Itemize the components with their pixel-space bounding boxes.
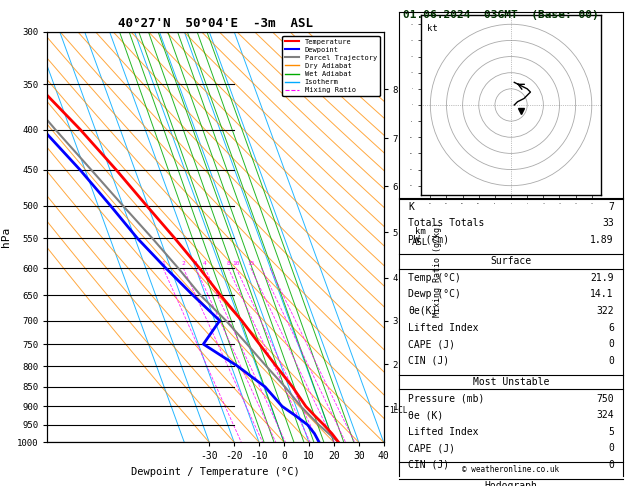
Legend: Temperature, Dewpoint, Parcel Trajectory, Dry Adiabat, Wet Adiabat, Isotherm, Mi: Temperature, Dewpoint, Parcel Trajectory… bbox=[282, 36, 379, 96]
Text: 750: 750 bbox=[596, 394, 614, 403]
Text: 7: 7 bbox=[608, 202, 614, 212]
Text: Most Unstable: Most Unstable bbox=[473, 377, 549, 387]
Text: 0: 0 bbox=[608, 339, 614, 349]
Text: 5: 5 bbox=[608, 427, 614, 436]
Text: CIN (J): CIN (J) bbox=[408, 356, 450, 365]
Text: Dewp (°C): Dewp (°C) bbox=[408, 290, 461, 299]
Text: © weatheronline.co.uk: © weatheronline.co.uk bbox=[462, 465, 560, 474]
Text: Totals Totals: Totals Totals bbox=[408, 218, 485, 228]
Y-axis label: km
ASL: km ASL bbox=[412, 227, 428, 246]
X-axis label: Dewpoint / Temperature (°C): Dewpoint / Temperature (°C) bbox=[131, 467, 300, 477]
Text: 4: 4 bbox=[203, 261, 207, 266]
Text: Lifted Index: Lifted Index bbox=[408, 427, 479, 436]
Text: K: K bbox=[408, 202, 415, 212]
Title: 40°27'N  50°04'E  -3m  ASL: 40°27'N 50°04'E -3m ASL bbox=[118, 17, 313, 31]
Text: 322: 322 bbox=[596, 306, 614, 316]
Text: PW (cm): PW (cm) bbox=[408, 235, 450, 245]
Text: 0: 0 bbox=[608, 443, 614, 453]
Text: 1: 1 bbox=[161, 261, 165, 266]
Text: kt: kt bbox=[427, 24, 438, 33]
Text: 0: 0 bbox=[608, 460, 614, 469]
Text: 33: 33 bbox=[602, 218, 614, 228]
Text: Temp (°C): Temp (°C) bbox=[408, 273, 461, 283]
Text: CIN (J): CIN (J) bbox=[408, 460, 450, 469]
Text: θe(K): θe(K) bbox=[408, 306, 438, 316]
Text: Lifted Index: Lifted Index bbox=[408, 323, 479, 332]
Text: Mixing Ratio (g/kg): Mixing Ratio (g/kg) bbox=[433, 222, 442, 317]
Text: 6: 6 bbox=[608, 323, 614, 332]
Text: 15: 15 bbox=[247, 261, 255, 266]
Text: CAPE (J): CAPE (J) bbox=[408, 443, 455, 453]
Text: Pressure (mb): Pressure (mb) bbox=[408, 394, 485, 403]
Y-axis label: hPa: hPa bbox=[1, 227, 11, 247]
Text: Hodograph: Hodograph bbox=[484, 481, 538, 486]
Text: Surface: Surface bbox=[491, 257, 532, 266]
Text: 0: 0 bbox=[608, 356, 614, 365]
Text: θe (K): θe (K) bbox=[408, 410, 443, 420]
Text: 3: 3 bbox=[194, 261, 198, 266]
Text: 1LCL: 1LCL bbox=[389, 406, 408, 415]
Text: 324: 324 bbox=[596, 410, 614, 420]
Text: 21.9: 21.9 bbox=[590, 273, 614, 283]
Text: 8: 8 bbox=[226, 261, 230, 266]
Text: 14.1: 14.1 bbox=[590, 290, 614, 299]
Text: 10: 10 bbox=[232, 261, 240, 266]
Text: 2: 2 bbox=[181, 261, 185, 266]
Text: CAPE (J): CAPE (J) bbox=[408, 339, 455, 349]
Text: 1.89: 1.89 bbox=[590, 235, 614, 245]
Text: 01.06.2024  03GMT  (Base: 00): 01.06.2024 03GMT (Base: 00) bbox=[403, 10, 598, 20]
